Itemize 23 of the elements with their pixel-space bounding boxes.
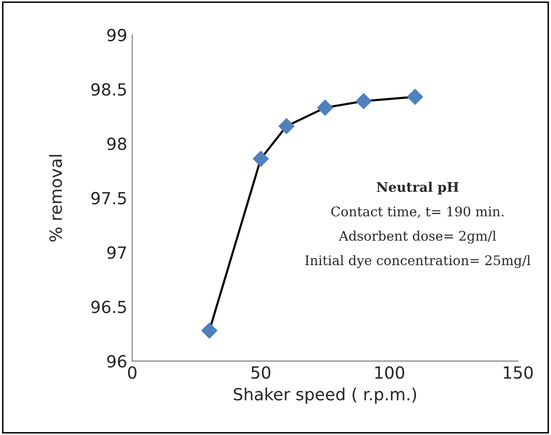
- point: [252, 150, 269, 167]
- y-tick-label: 98: [107, 138, 126, 150]
- x-tick-label: 50: [251, 366, 270, 379]
- y-tick-label: 98.5: [91, 83, 126, 96]
- x-tick-label: 150: [504, 366, 533, 379]
- point: [356, 93, 372, 110]
- y-tick-label: 99: [107, 28, 126, 42]
- y-tick-label: 96.5: [91, 300, 126, 314]
- annotation: Contact time, t= 190 min.: [331, 206, 504, 218]
- y-tick-label: 97.5: [91, 192, 126, 204]
- y-tick-label: 96: [107, 355, 126, 368]
- annotation: Neutral pH: [376, 182, 459, 195]
- y-tick-label: 97: [107, 246, 126, 259]
- point: [201, 322, 218, 339]
- x-axis-title: Shaker speed ( r.p.m.): [234, 388, 416, 404]
- point: [278, 118, 295, 134]
- x-tick-label: 100: [375, 366, 404, 379]
- y-axis-title: % removal: [49, 154, 62, 242]
- x-tick-label: 0: [128, 366, 136, 379]
- annotation: Adsorbent dose= 2gm/l: [338, 230, 496, 244]
- point: [407, 88, 424, 105]
- annotation: Initial dye concentration= 25mg/l: [305, 255, 530, 268]
- point: [317, 100, 334, 116]
